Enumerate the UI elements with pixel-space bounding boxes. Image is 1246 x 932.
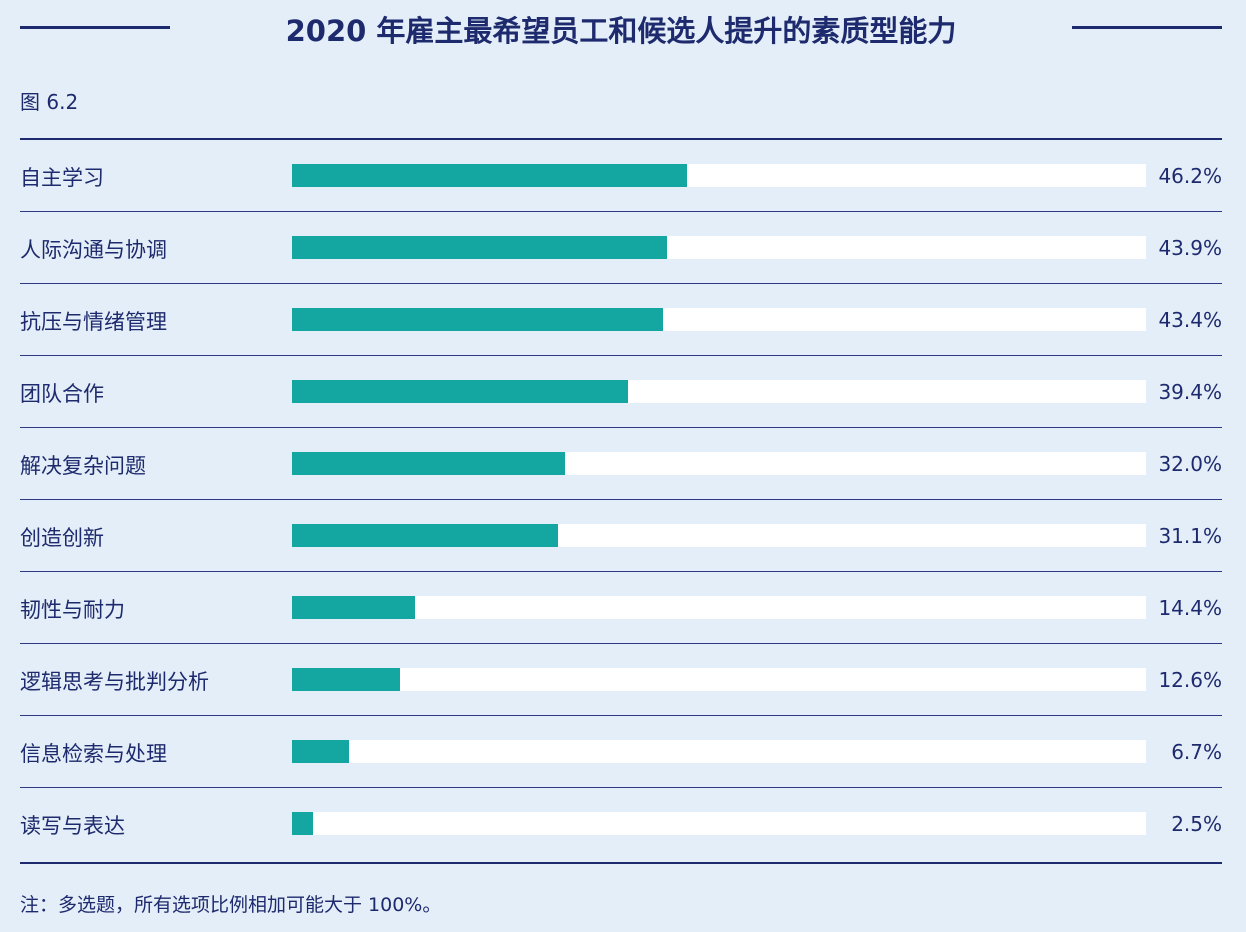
category-label: 人际沟通与协调 xyxy=(20,238,167,262)
chart-row: 抗压与情绪管理 43.4% xyxy=(0,284,1246,356)
bar xyxy=(292,308,663,331)
chart-row: 解决复杂问题 32.0% xyxy=(0,428,1246,500)
value-label: 12.6% xyxy=(1158,668,1222,692)
row-divider xyxy=(20,787,1222,788)
category-label: 抗压与情绪管理 xyxy=(20,310,167,334)
chart-bottom-rule xyxy=(20,862,1222,864)
chart-row: 自主学习 46.2% xyxy=(0,140,1246,212)
title-rule-left xyxy=(20,26,170,29)
value-label: 43.9% xyxy=(1158,236,1222,260)
value-label: 32.0% xyxy=(1158,452,1222,476)
bar-track xyxy=(292,812,1146,835)
bar-track xyxy=(292,380,1146,403)
bar xyxy=(292,740,350,763)
value-label: 2.5% xyxy=(1171,812,1222,836)
bar-track xyxy=(292,596,1146,619)
value-label: 39.4% xyxy=(1158,380,1222,404)
row-divider xyxy=(20,355,1222,356)
bar-track xyxy=(292,740,1146,763)
chart-row: 韧性与耐力 14.4% xyxy=(0,572,1246,644)
chart-row: 团队合作 39.4% xyxy=(0,356,1246,428)
chart-title: 2020 年雇主最希望员工和候选人提升的素质型能力 xyxy=(285,14,957,48)
value-label: 6.7% xyxy=(1171,740,1222,764)
bar-track xyxy=(292,452,1146,475)
category-label: 信息检索与处理 xyxy=(20,742,167,766)
category-label: 韧性与耐力 xyxy=(20,598,125,622)
chart-row: 信息检索与处理 6.7% xyxy=(0,716,1246,788)
chart-row: 创造创新 31.1% xyxy=(0,500,1246,572)
bar xyxy=(292,668,400,691)
row-divider xyxy=(20,427,1222,428)
value-label: 14.4% xyxy=(1158,596,1222,620)
value-label: 46.2% xyxy=(1158,164,1222,188)
row-divider xyxy=(20,211,1222,212)
row-divider xyxy=(20,499,1222,500)
bar xyxy=(292,596,415,619)
category-label: 逻辑思考与批判分析 xyxy=(20,670,209,694)
chart-note: 注：多选题，所有选项比例相加可能大于 100%。 xyxy=(20,894,442,916)
category-label: 解决复杂问题 xyxy=(20,454,146,478)
bar xyxy=(292,236,667,259)
bar xyxy=(292,812,314,835)
chart-top-rule xyxy=(20,138,1222,140)
chart-header: 2020 年雇主最希望员工和候选人提升的素质型能力 xyxy=(0,0,1246,56)
bar-track xyxy=(292,236,1146,259)
row-divider xyxy=(20,571,1222,572)
category-label: 创造创新 xyxy=(20,526,104,550)
bar xyxy=(292,380,629,403)
value-label: 43.4% xyxy=(1158,308,1222,332)
category-label: 自主学习 xyxy=(20,166,104,190)
bar xyxy=(292,452,566,475)
title-rule-right xyxy=(1072,26,1222,29)
chart-row: 读写与表达 2.5% xyxy=(0,788,1246,860)
bar-track xyxy=(292,308,1146,331)
bar-track xyxy=(292,524,1146,547)
value-label: 31.1% xyxy=(1158,524,1222,548)
row-divider xyxy=(20,643,1222,644)
chart-row: 人际沟通与协调 43.9% xyxy=(0,212,1246,284)
category-label: 读写与表达 xyxy=(20,814,125,838)
chart-row: 逻辑思考与批判分析 12.6% xyxy=(0,644,1246,716)
row-divider xyxy=(20,715,1222,716)
bar xyxy=(292,164,687,187)
bar-track xyxy=(292,668,1146,691)
category-label: 团队合作 xyxy=(20,382,104,406)
bar xyxy=(292,524,558,547)
figure-label: 图 6.2 xyxy=(20,90,79,114)
bar-track xyxy=(292,164,1146,187)
row-divider xyxy=(20,283,1222,284)
